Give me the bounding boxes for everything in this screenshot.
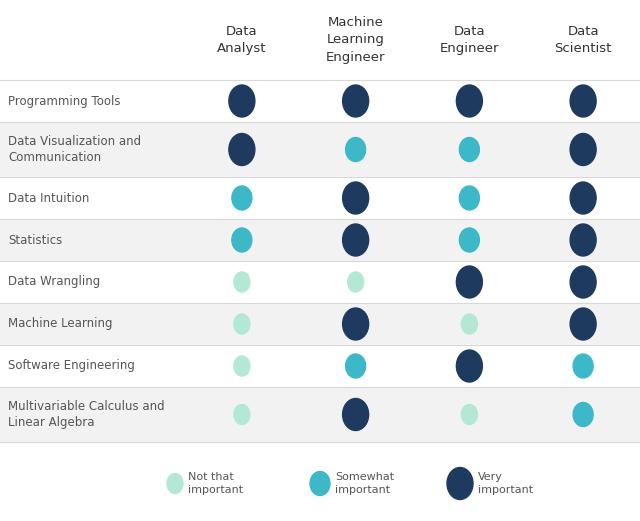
Ellipse shape — [570, 224, 596, 256]
Ellipse shape — [570, 308, 596, 340]
Bar — [0, 122, 640, 177]
Ellipse shape — [573, 354, 593, 378]
Ellipse shape — [167, 474, 183, 493]
Text: Multivariable Calculus and
Linear Algebra: Multivariable Calculus and Linear Algebr… — [8, 400, 164, 429]
Ellipse shape — [456, 266, 483, 298]
Ellipse shape — [346, 354, 365, 378]
Bar — [0, 303, 640, 345]
Text: Not that
important: Not that important — [188, 473, 243, 495]
Ellipse shape — [232, 228, 252, 252]
Ellipse shape — [232, 186, 252, 210]
Text: Data
Analyst: Data Analyst — [217, 25, 267, 55]
Ellipse shape — [229, 85, 255, 117]
Ellipse shape — [573, 403, 593, 427]
Text: Statistics: Statistics — [8, 233, 62, 246]
Bar — [0, 219, 640, 261]
Ellipse shape — [447, 467, 473, 500]
Bar — [0, 387, 640, 442]
Ellipse shape — [342, 308, 369, 340]
Bar — [0, 80, 640, 122]
Bar — [0, 345, 640, 387]
Ellipse shape — [310, 472, 330, 495]
Ellipse shape — [348, 272, 364, 292]
Text: Machine
Learning
Engineer: Machine Learning Engineer — [326, 17, 385, 64]
Text: Data
Engineer: Data Engineer — [440, 25, 499, 55]
Ellipse shape — [570, 266, 596, 298]
Ellipse shape — [460, 186, 479, 210]
Text: Somewhat
important: Somewhat important — [335, 473, 394, 495]
Text: Data Visualization and
Communication: Data Visualization and Communication — [8, 135, 141, 164]
Ellipse shape — [234, 404, 250, 425]
Ellipse shape — [570, 133, 596, 166]
Ellipse shape — [460, 228, 479, 252]
Ellipse shape — [461, 314, 477, 334]
Text: Software Engineering: Software Engineering — [8, 359, 135, 373]
Ellipse shape — [342, 224, 369, 256]
Ellipse shape — [234, 356, 250, 376]
Ellipse shape — [570, 182, 596, 214]
Ellipse shape — [234, 272, 250, 292]
Ellipse shape — [456, 350, 483, 382]
Ellipse shape — [460, 138, 479, 162]
Text: Programming Tools: Programming Tools — [8, 94, 120, 107]
Ellipse shape — [342, 399, 369, 430]
Text: Data Wrangling: Data Wrangling — [8, 276, 100, 289]
Text: Data Intuition: Data Intuition — [8, 192, 90, 205]
Ellipse shape — [461, 404, 477, 425]
Text: Very
important: Very important — [478, 473, 533, 495]
Ellipse shape — [570, 85, 596, 117]
Text: Machine Learning: Machine Learning — [8, 317, 113, 330]
Ellipse shape — [229, 133, 255, 166]
Ellipse shape — [342, 85, 369, 117]
Bar — [0, 177, 640, 219]
Ellipse shape — [346, 138, 365, 162]
Ellipse shape — [234, 314, 250, 334]
Ellipse shape — [456, 85, 483, 117]
Bar — [0, 261, 640, 303]
Ellipse shape — [342, 182, 369, 214]
Text: Data
Scientist: Data Scientist — [554, 25, 612, 55]
